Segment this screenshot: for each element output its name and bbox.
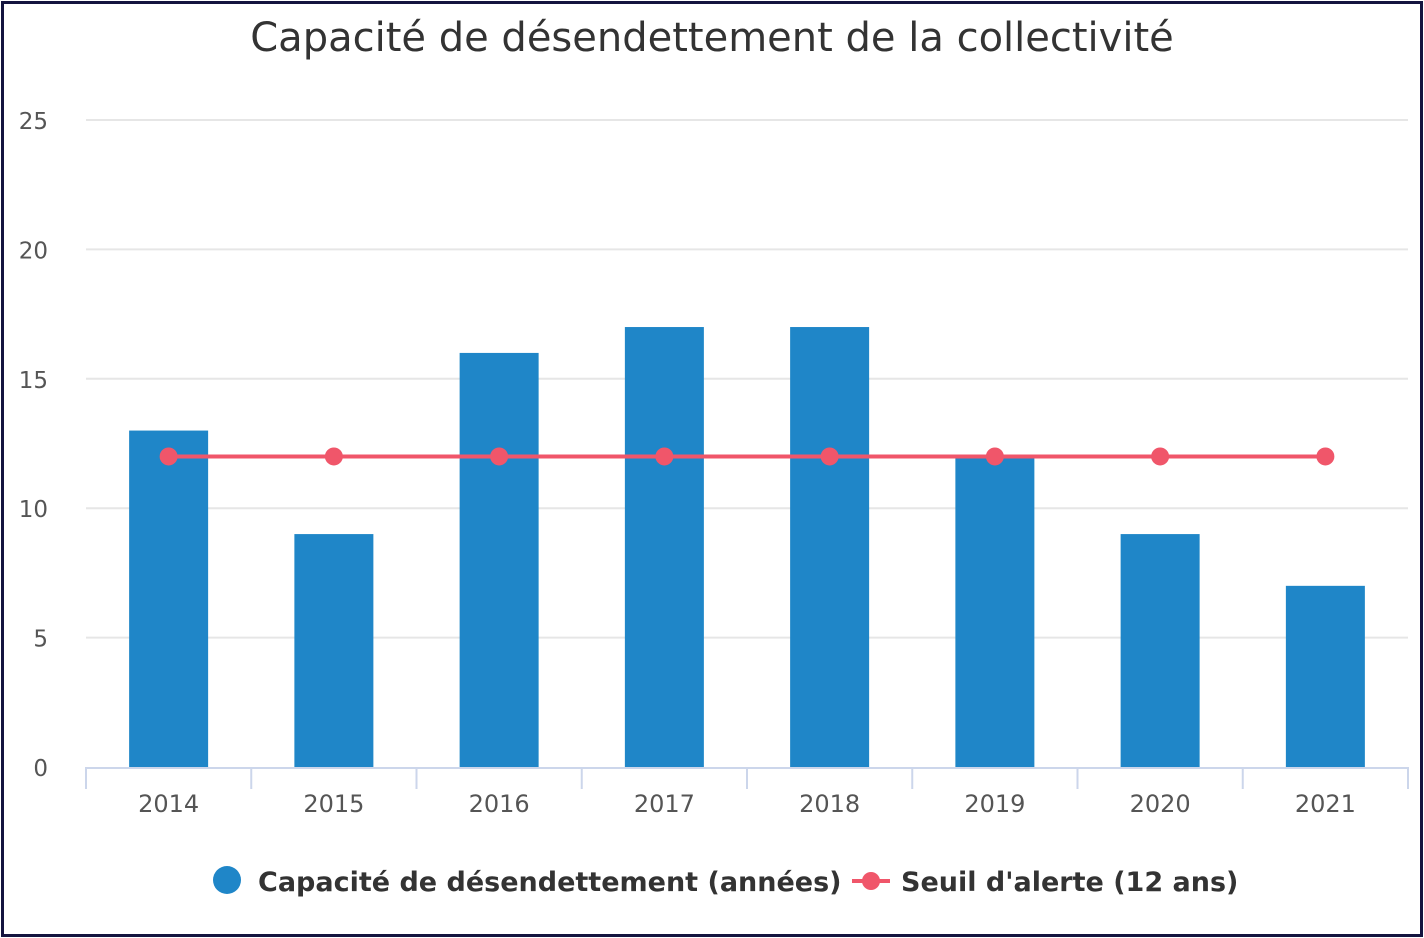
legend-bar-marker-icon xyxy=(213,866,241,894)
x-tick-label: 2015 xyxy=(303,790,364,818)
y-tick-label: 0 xyxy=(33,756,48,782)
threshold-point-2021[interactable] xyxy=(1316,447,1335,466)
threshold-point-2017[interactable] xyxy=(655,447,674,466)
y-tick-label: 5 xyxy=(33,627,48,653)
threshold-point-2018[interactable] xyxy=(820,447,839,466)
bar-2021[interactable] xyxy=(1285,585,1365,767)
threshold-point-2020[interactable] xyxy=(1151,447,1170,466)
threshold-point-2015[interactable] xyxy=(324,447,343,466)
legend-item-bars[interactable]: Capacité de désendettement (années) xyxy=(213,866,842,898)
legend-item-line[interactable]: Seuil d'alerte (12 ans) xyxy=(852,867,1238,898)
x-tick-label: 2017 xyxy=(634,790,695,818)
x-tick-label: 2018 xyxy=(799,790,860,818)
y-tick-label: 20 xyxy=(19,238,48,264)
y-tick-label: 10 xyxy=(19,497,48,523)
legend-label-line: Seuil d'alerte (12 ans) xyxy=(901,867,1238,898)
y-tick-label: 25 xyxy=(19,109,48,135)
legend: Capacité de désendettement (années) Seui… xyxy=(213,866,1238,898)
legend-line-dot-icon xyxy=(862,872,880,890)
x-tick-label: 2021 xyxy=(1295,790,1356,818)
y-tick-label: 15 xyxy=(19,368,48,394)
x-tick-label: 2016 xyxy=(469,790,530,818)
bar-2018[interactable] xyxy=(790,327,870,767)
bar-2015[interactable] xyxy=(294,534,374,767)
x-tick-label: 2020 xyxy=(1130,790,1191,818)
chart-title: Capacité de désendettement de la collect… xyxy=(250,15,1174,61)
x-tick-label: 2014 xyxy=(138,790,199,818)
legend-label-bars: Capacité de désendettement (années) xyxy=(258,867,842,898)
threshold-point-2019[interactable] xyxy=(985,447,1004,466)
threshold-point-2014[interactable] xyxy=(159,447,178,466)
bar-2017[interactable] xyxy=(624,327,704,767)
threshold-point-2016[interactable] xyxy=(490,447,509,466)
bar-2014[interactable] xyxy=(129,430,209,767)
bar-2019[interactable] xyxy=(955,456,1035,767)
bar-2016[interactable] xyxy=(459,352,539,767)
bar-2020[interactable] xyxy=(1120,534,1200,767)
x-tick-label: 2019 xyxy=(964,790,1025,818)
